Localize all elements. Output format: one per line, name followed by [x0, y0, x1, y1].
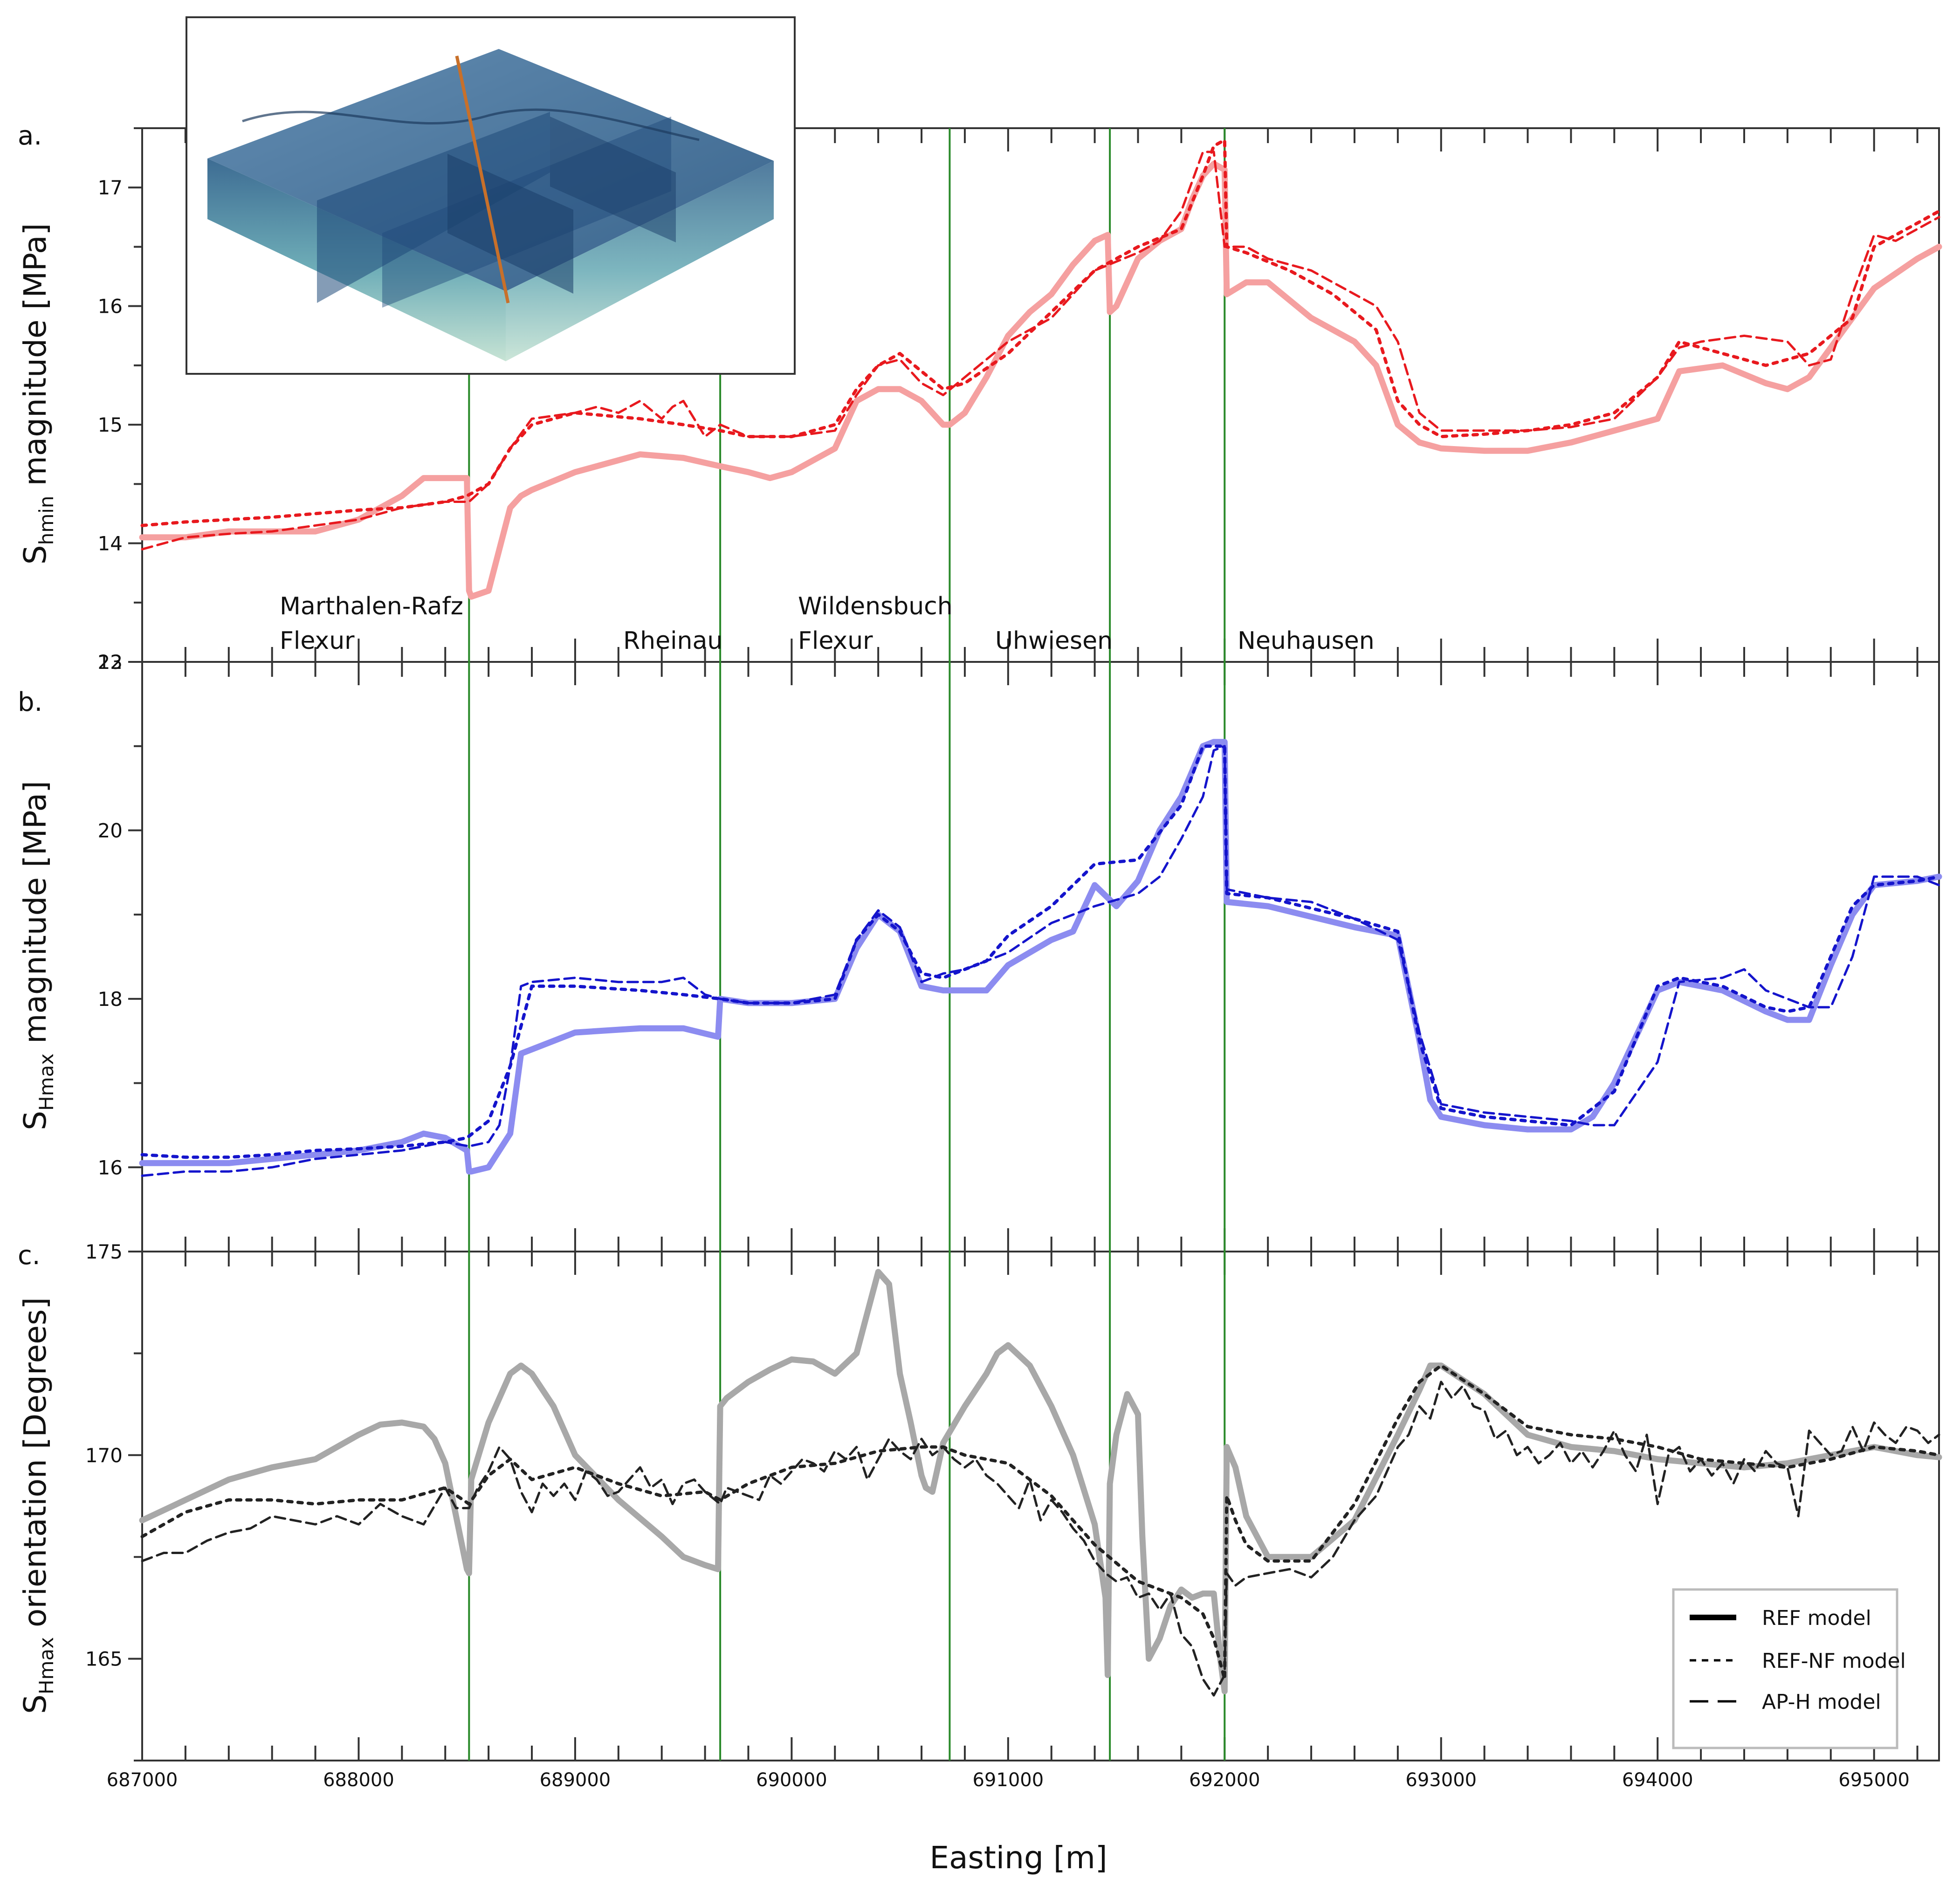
inset-slice-1 [317, 112, 550, 303]
x-tick-label: 687000 [107, 1769, 178, 1791]
legend-label-ref: REF model [1762, 1606, 1871, 1630]
y-tick-label-b: 18 [98, 988, 123, 1011]
x-tick-label: 689000 [540, 1769, 611, 1791]
y-tick-label-b: 16 [98, 1156, 123, 1179]
x-tick-label: 694000 [1622, 1769, 1693, 1791]
3d-model-block-icon [186, 16, 796, 375]
panel-label-b: b. [18, 687, 42, 717]
y-tick-label-b: 22 [98, 651, 123, 674]
inset-borehole [455, 55, 510, 303]
fault-label-marthalen-2: Flexur [280, 627, 355, 655]
panel-c-frame [141, 1251, 1940, 1761]
y-tick-label-a: 15 [98, 413, 123, 436]
x-tick-label: 688000 [323, 1769, 394, 1791]
x-tick-label: 691000 [972, 1769, 1044, 1791]
series-a-ref-model [139, 160, 1942, 600]
fault-label-wildensbuch: Wildensbuch [798, 592, 953, 620]
x-tick-label: 695000 [1838, 1769, 1910, 1791]
tick-labels: 13 14 15 16 17 16 18 20 22 165 170 175 687000 688000 6… [85, 176, 1910, 1791]
series-b-ap-h-model [141, 745, 1940, 1177]
series-b-ref-nf-model [140, 744, 1941, 1159]
y-tick-label-b: 20 [98, 819, 123, 842]
y-tick-label-a: 16 [98, 295, 123, 318]
fault-label-uhwiesen: Uhwiesen [995, 627, 1113, 655]
x-axis-label: Easting [m] [929, 1840, 1107, 1876]
x-tick-label: 693000 [1405, 1769, 1477, 1791]
x-tick-label: 692000 [1189, 1769, 1260, 1791]
fault-label-neuhausen: Neuhausen [1238, 627, 1375, 655]
legend-label-ref-nf: REF-NF model [1762, 1649, 1906, 1673]
panel-label-a: a. [18, 121, 42, 151]
fault-label-rheinau: Rheinau [623, 627, 722, 655]
inset-surface [242, 108, 700, 141]
y-tick-label-c: 165 [85, 1648, 123, 1671]
panel-b-frame [141, 661, 1940, 1252]
panel-label-c: c. [18, 1240, 41, 1271]
y-tick-label-a: 13 [98, 651, 123, 674]
y-axis-label-shmax: SHmax magnitude [MPa] [17, 781, 58, 1130]
series-c-ref-model [139, 1269, 1942, 1694]
y-axis-label-orientation: SHmax orientation [Degrees] [17, 1297, 58, 1714]
fault-label-marthalen: Marthalen-Rafz [280, 592, 463, 620]
y-tick-label-c: 170 [85, 1444, 123, 1467]
y-tick-label-a: 17 [98, 176, 123, 199]
inset-block-side [506, 161, 774, 361]
inset-slice-4 [550, 117, 676, 242]
data-series [139, 138, 1942, 1697]
inset-slice-3 [447, 154, 573, 294]
y-tick-label-a: 14 [98, 532, 123, 555]
legend: REF model REF-NF model AP-H model [1672, 1588, 1906, 1749]
series-b-ref-model [139, 739, 1942, 1175]
series-a-ap-h-model [141, 151, 1940, 550]
x-tick-label: 690000 [756, 1769, 827, 1791]
legend-label-ap-h: AP-H model [1762, 1690, 1881, 1714]
series-c-ref-nf-model [140, 1364, 1941, 1681]
y-tick-label-c: 175 [85, 1240, 123, 1263]
series-c-ap-h-model [141, 1381, 1940, 1697]
y-axis-label-shmin: Shmin magnitude [MPa] [17, 223, 58, 564]
fault-label-wildensbuch-2: Flexur [798, 627, 873, 655]
